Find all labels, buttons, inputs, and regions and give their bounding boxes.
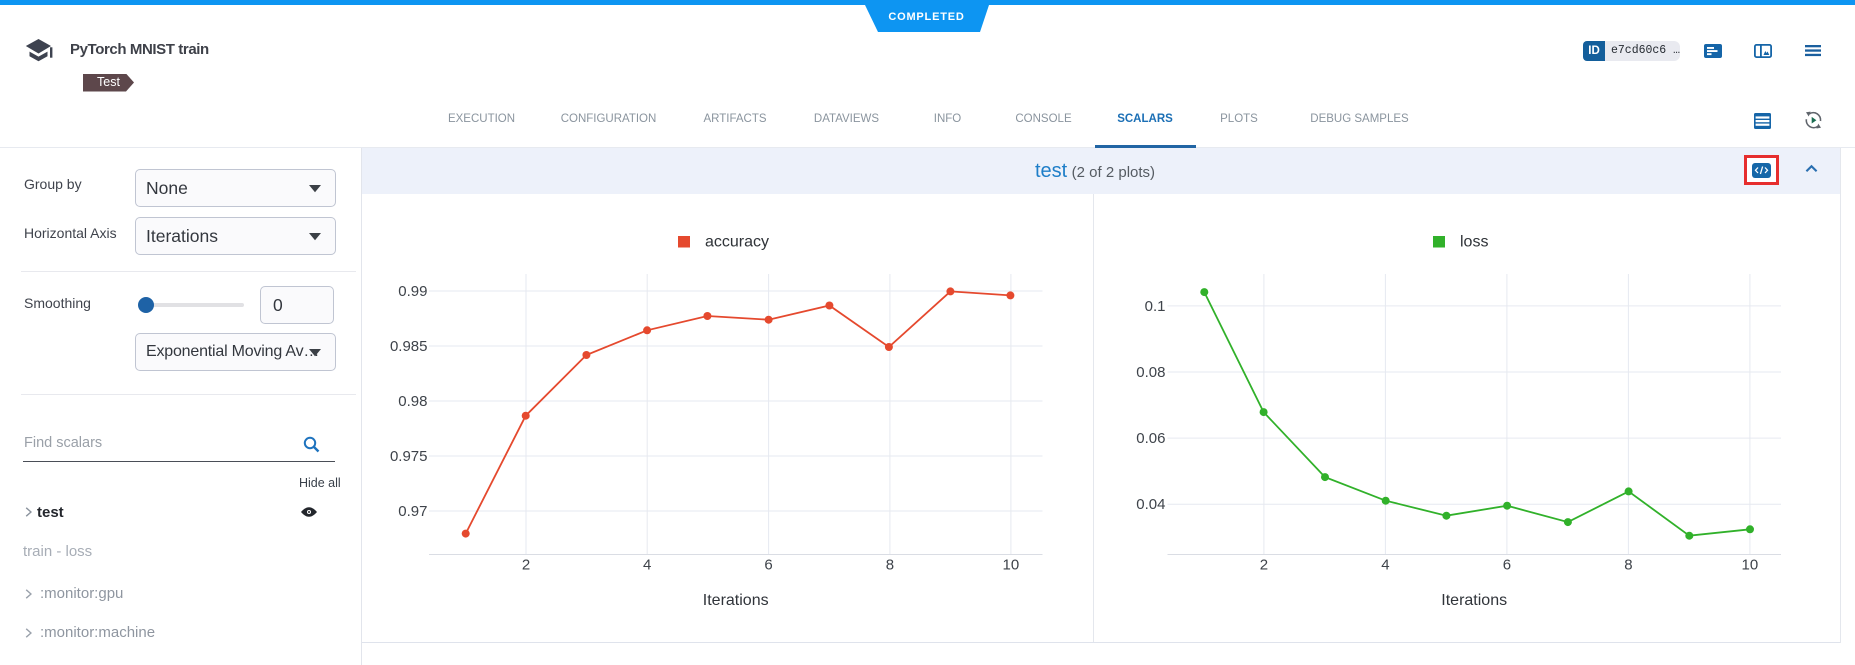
svg-text:6: 6 — [1503, 557, 1511, 574]
svg-text:8: 8 — [886, 557, 894, 574]
svg-text:0.98: 0.98 — [398, 393, 427, 410]
svg-text:6: 6 — [764, 557, 772, 574]
svg-text:accuracy: accuracy — [705, 234, 769, 251]
svg-text:10: 10 — [1742, 557, 1759, 574]
svg-text:0.985: 0.985 — [390, 338, 428, 355]
svg-text:2: 2 — [1260, 557, 1268, 574]
svg-text:2: 2 — [522, 557, 530, 574]
svg-text:0.975: 0.975 — [390, 448, 428, 465]
svg-text:loss: loss — [1460, 234, 1488, 251]
svg-text:0.08: 0.08 — [1136, 364, 1165, 381]
svg-text:Iterations: Iterations — [703, 592, 769, 609]
svg-text:0.04: 0.04 — [1136, 496, 1165, 513]
svg-text:10: 10 — [1003, 557, 1020, 574]
svg-text:0.06: 0.06 — [1136, 430, 1165, 447]
svg-text:0.99: 0.99 — [398, 283, 427, 300]
svg-text:Iterations: Iterations — [1441, 592, 1507, 609]
svg-text:0.1: 0.1 — [1145, 298, 1166, 315]
svg-text:0.97: 0.97 — [398, 503, 427, 520]
svg-text:4: 4 — [1381, 557, 1389, 574]
svg-text:8: 8 — [1624, 557, 1632, 574]
svg-text:4: 4 — [643, 557, 651, 574]
